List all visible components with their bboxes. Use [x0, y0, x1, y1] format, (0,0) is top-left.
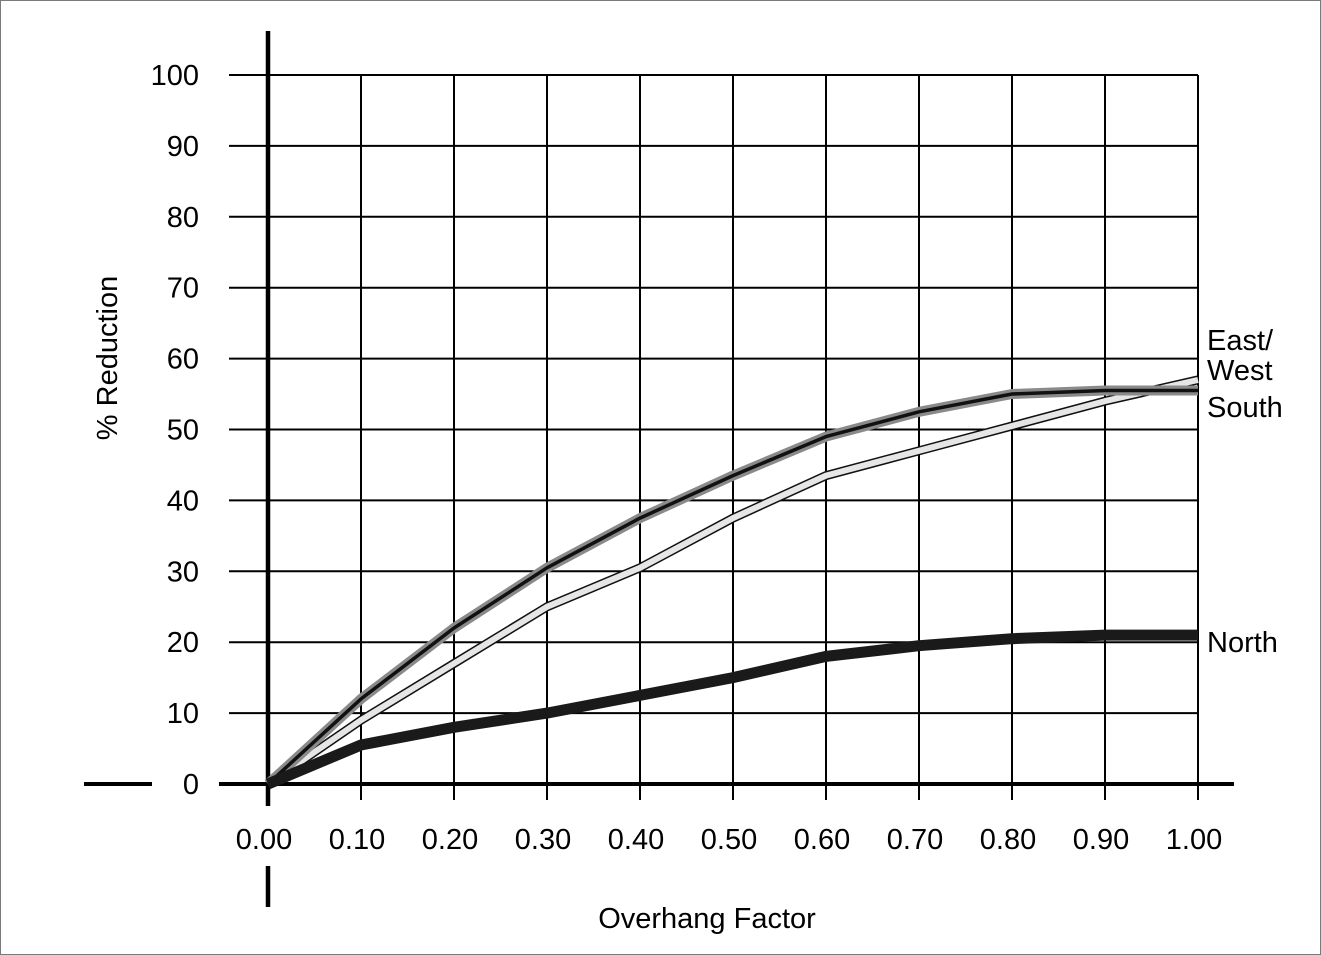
x-tick-label: 0.60: [794, 824, 850, 856]
series-line-south: [266, 388, 1198, 786]
y-axis-title: % Reduction: [92, 276, 124, 440]
x-tick-label: 0.10: [329, 824, 385, 856]
y-tick-label: 50: [167, 415, 199, 447]
x-tick-label: 0.30: [515, 824, 571, 856]
y-tick-label: 0: [183, 769, 199, 801]
series-lines: [264, 375, 1200, 790]
tick-labels: 0 10 20 30 40 50 60 70 80 90 100 0.00 0.10 0.20 0.30 0.…: [151, 60, 1223, 856]
y-tick-label: 40: [167, 485, 199, 517]
series-line-north: [265, 629, 1198, 790]
y-tick-label: 90: [167, 131, 199, 163]
y-tick-label: 100: [151, 60, 199, 92]
y-tick-label: 70: [167, 273, 199, 305]
x-tick-label: 0.90: [1073, 824, 1129, 856]
y-tick-label: 30: [167, 556, 199, 588]
x-tick-label: 1.00: [1166, 824, 1222, 856]
x-tick-label: 0.50: [701, 824, 757, 856]
series-label-north: North: [1207, 627, 1278, 659]
x-tick-label: 0.20: [422, 824, 478, 856]
series-label-east-west-line2: West: [1207, 355, 1273, 387]
y-tick-label: 80: [167, 202, 199, 234]
series-line-east-west: [266, 376, 1199, 787]
x-tick-label: 0.70: [887, 824, 943, 856]
x-tick-label: 0.80: [980, 824, 1036, 856]
x-tick-label: 0.00: [236, 824, 292, 856]
x-axis-title: Overhang Factor: [598, 903, 816, 935]
series-label-east-west-line1: East/: [1207, 325, 1274, 357]
series-label-south: South: [1207, 392, 1283, 424]
y-tick-label: 20: [167, 627, 199, 659]
grid: [229, 74, 1199, 800]
x-tick-label: 0.40: [608, 824, 664, 856]
y-tick-label: 60: [167, 344, 199, 376]
axes: [84, 31, 1234, 907]
y-tick-label: 10: [167, 698, 199, 730]
